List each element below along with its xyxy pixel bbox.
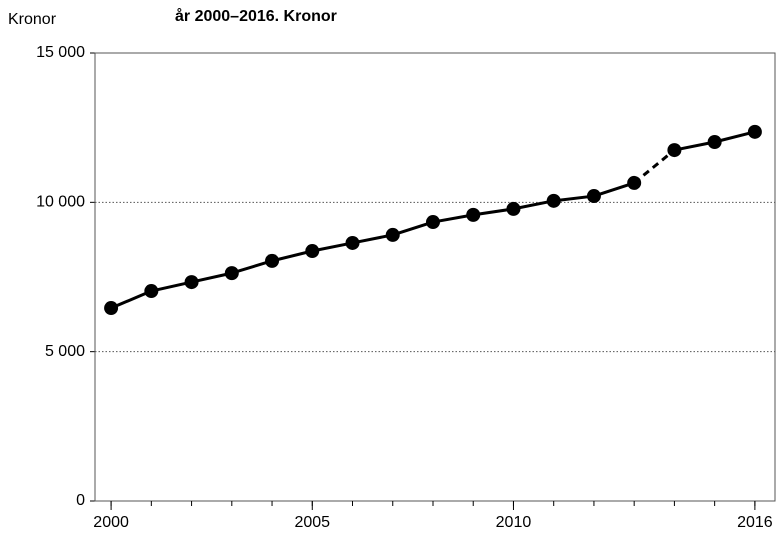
data-point xyxy=(425,215,440,230)
line-segment xyxy=(110,289,152,310)
data-point xyxy=(385,227,400,242)
data-point xyxy=(466,207,481,222)
data-point xyxy=(586,189,601,204)
data-point xyxy=(265,253,280,268)
data-point xyxy=(345,235,360,250)
line-segment xyxy=(231,259,273,275)
y-tick-label: 10 000 xyxy=(36,194,85,211)
plot-frame xyxy=(94,52,776,502)
y-axis-label: Kronor xyxy=(8,11,57,28)
y-tick-label: 0 xyxy=(76,492,85,509)
y-tick-label: 15 000 xyxy=(36,44,85,61)
x-tick-label: 2016 xyxy=(737,514,773,531)
data-point xyxy=(627,175,642,190)
x-tick-label: 2000 xyxy=(93,514,129,531)
data-point xyxy=(747,124,762,139)
data-point xyxy=(104,301,119,316)
chart-title: år 2000–2016. Kronor xyxy=(175,7,337,25)
data-point xyxy=(667,143,682,158)
y-tick-label: 5 000 xyxy=(45,343,85,360)
x-tick-label: 2005 xyxy=(294,514,330,531)
line-segment xyxy=(633,148,676,185)
data-point xyxy=(707,135,722,150)
x-tick-label: 2010 xyxy=(496,514,532,531)
data-point xyxy=(506,201,521,216)
line-segment xyxy=(593,181,635,198)
line-segment xyxy=(392,220,434,237)
data-point xyxy=(546,193,561,208)
data-point xyxy=(184,275,199,290)
data-point xyxy=(224,266,239,281)
data-point xyxy=(305,244,320,259)
data-point xyxy=(144,284,159,299)
